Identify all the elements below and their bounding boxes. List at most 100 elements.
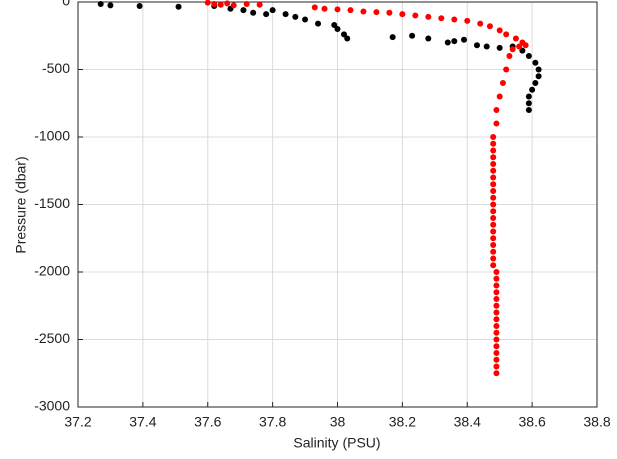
data-point [493, 350, 500, 356]
data-point [522, 42, 529, 49]
data-point [490, 188, 497, 194]
data-point [386, 9, 393, 16]
data-point [211, 1, 218, 8]
data-point [490, 134, 497, 140]
data-point [256, 1, 263, 8]
data-point [477, 20, 484, 27]
data-point [331, 21, 338, 28]
data-point [490, 154, 497, 161]
data-point [499, 80, 506, 86]
data-point [107, 2, 114, 9]
data-point [493, 289, 500, 296]
data-point [175, 3, 182, 10]
x-tick-label: 38.8 [583, 414, 610, 430]
y-tick-label: 0 [62, 0, 70, 9]
data-point [269, 7, 276, 14]
y-tick-label: -3000 [34, 398, 70, 414]
data-point [399, 11, 406, 18]
data-point [535, 66, 542, 73]
x-tick-label: 38.2 [389, 414, 416, 430]
data-point [263, 11, 270, 18]
data-point [493, 343, 500, 350]
data-point [444, 39, 451, 46]
data-point [493, 269, 500, 275]
x-tick-label: 37.4 [129, 414, 156, 430]
data-point [97, 1, 104, 8]
data-point [344, 35, 351, 42]
data-point [493, 329, 500, 336]
data-point [490, 167, 497, 174]
x-tick-label: 37.2 [64, 414, 91, 430]
data-point [490, 221, 497, 228]
y-tick-label: -1500 [34, 195, 70, 211]
data-point [490, 147, 497, 154]
x-axis-label: Salinity (PSU) [293, 435, 380, 451]
y-axis-label: Pressure (dbar) [13, 156, 29, 253]
data-point [490, 228, 497, 235]
data-point [490, 215, 497, 221]
data-point [525, 53, 532, 59]
data-point [250, 9, 257, 16]
data-point [493, 120, 500, 127]
data-point [451, 38, 458, 45]
data-point [373, 9, 380, 16]
data-point [493, 302, 500, 309]
data-point [389, 34, 396, 41]
data-point [490, 235, 497, 242]
data-point [425, 35, 432, 42]
data-point [493, 336, 500, 343]
x-tick-label: 38.4 [454, 414, 481, 430]
data-point [529, 86, 536, 93]
data-point [519, 47, 526, 54]
data-point [490, 194, 497, 201]
data-point [334, 6, 341, 13]
data-point [490, 242, 497, 248]
y-tick-label: -2500 [34, 330, 70, 346]
data-point [493, 282, 500, 289]
data-point [516, 43, 523, 50]
data-point [493, 323, 500, 329]
data-point [243, 1, 250, 8]
data-point [490, 140, 497, 147]
plot-frame [77, 1, 598, 408]
data-point [483, 43, 490, 50]
data-point [490, 208, 497, 215]
data-point [473, 42, 480, 49]
data-point [525, 100, 532, 107]
data-point [451, 16, 458, 23]
data-point [493, 363, 500, 370]
data-point [490, 174, 497, 181]
data-point [493, 296, 500, 302]
data-point [493, 309, 500, 316]
data-point [490, 161, 497, 167]
data-point [525, 107, 532, 113]
data-point [321, 5, 328, 12]
y-tick-label: -2000 [34, 263, 70, 279]
data-point [412, 12, 419, 19]
data-point [496, 27, 503, 34]
data-point [464, 17, 471, 24]
data-point [347, 7, 354, 14]
y-tick-label: -1000 [34, 128, 70, 144]
data-point [282, 11, 289, 18]
data-point [493, 275, 500, 282]
data-point [509, 46, 516, 53]
data-point [532, 59, 539, 66]
x-tick-label: 38.6 [519, 414, 546, 430]
data-point [240, 7, 247, 14]
data-point [532, 80, 539, 86]
data-point [496, 44, 503, 51]
data-point [493, 107, 500, 113]
data-point [292, 13, 299, 20]
data-point [438, 15, 445, 22]
data-point [334, 26, 341, 32]
data-point [230, 2, 237, 9]
data-point [360, 8, 367, 15]
data-point [535, 73, 542, 80]
data-point [490, 255, 497, 262]
data-point [409, 32, 416, 39]
y-tick-label: -500 [42, 60, 70, 76]
data-point [204, 0, 211, 6]
data-point [490, 248, 497, 255]
data-point [315, 20, 322, 27]
